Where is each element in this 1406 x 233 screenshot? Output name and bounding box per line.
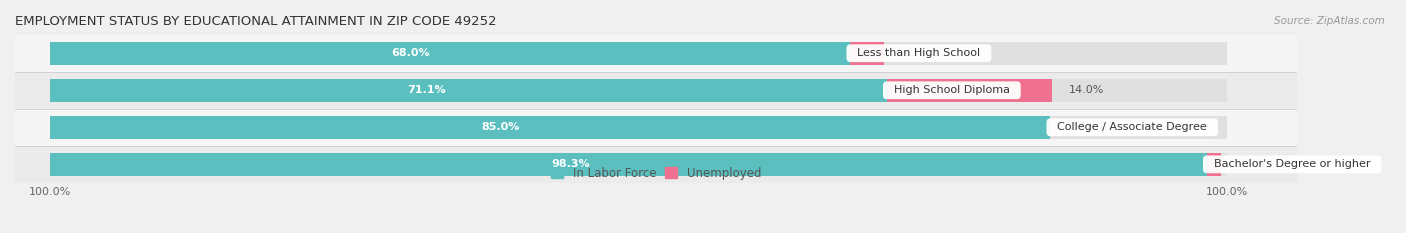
Bar [851, 42, 884, 65]
Text: 14.0%: 14.0% [1069, 85, 1105, 95]
Bar [1206, 153, 1220, 176]
Text: 1.2%: 1.2% [1239, 159, 1267, 169]
Bar [15, 109, 1298, 146]
Bar [51, 42, 851, 65]
Text: Less than High School: Less than High School [851, 48, 987, 58]
Bar [51, 79, 887, 102]
Bar [51, 116, 1227, 139]
Text: College / Associate Degree: College / Associate Degree [1050, 122, 1215, 132]
Bar [15, 146, 1298, 183]
Bar [15, 35, 1298, 72]
Bar [887, 79, 1052, 102]
Bar [51, 153, 1206, 176]
Text: Source: ZipAtlas.com: Source: ZipAtlas.com [1274, 16, 1385, 26]
Text: 85.0%: 85.0% [481, 122, 520, 132]
Text: Bachelor's Degree or higher: Bachelor's Degree or higher [1206, 159, 1378, 169]
Bar [51, 116, 1050, 139]
Bar [51, 79, 1227, 102]
Bar [51, 153, 1227, 176]
Text: 98.3%: 98.3% [551, 159, 591, 169]
Text: 0.0%: 0.0% [1069, 122, 1097, 132]
Text: EMPLOYMENT STATUS BY EDUCATIONAL ATTAINMENT IN ZIP CODE 49252: EMPLOYMENT STATUS BY EDUCATIONAL ATTAINM… [15, 15, 496, 28]
Text: 71.1%: 71.1% [408, 85, 446, 95]
Bar [15, 72, 1298, 109]
Bar [51, 42, 1227, 65]
Text: High School Diploma: High School Diploma [887, 85, 1017, 95]
Text: 2.9%: 2.9% [903, 48, 931, 58]
Legend: In Labor Force, Unemployed: In Labor Force, Unemployed [547, 162, 766, 184]
Text: 68.0%: 68.0% [391, 48, 430, 58]
